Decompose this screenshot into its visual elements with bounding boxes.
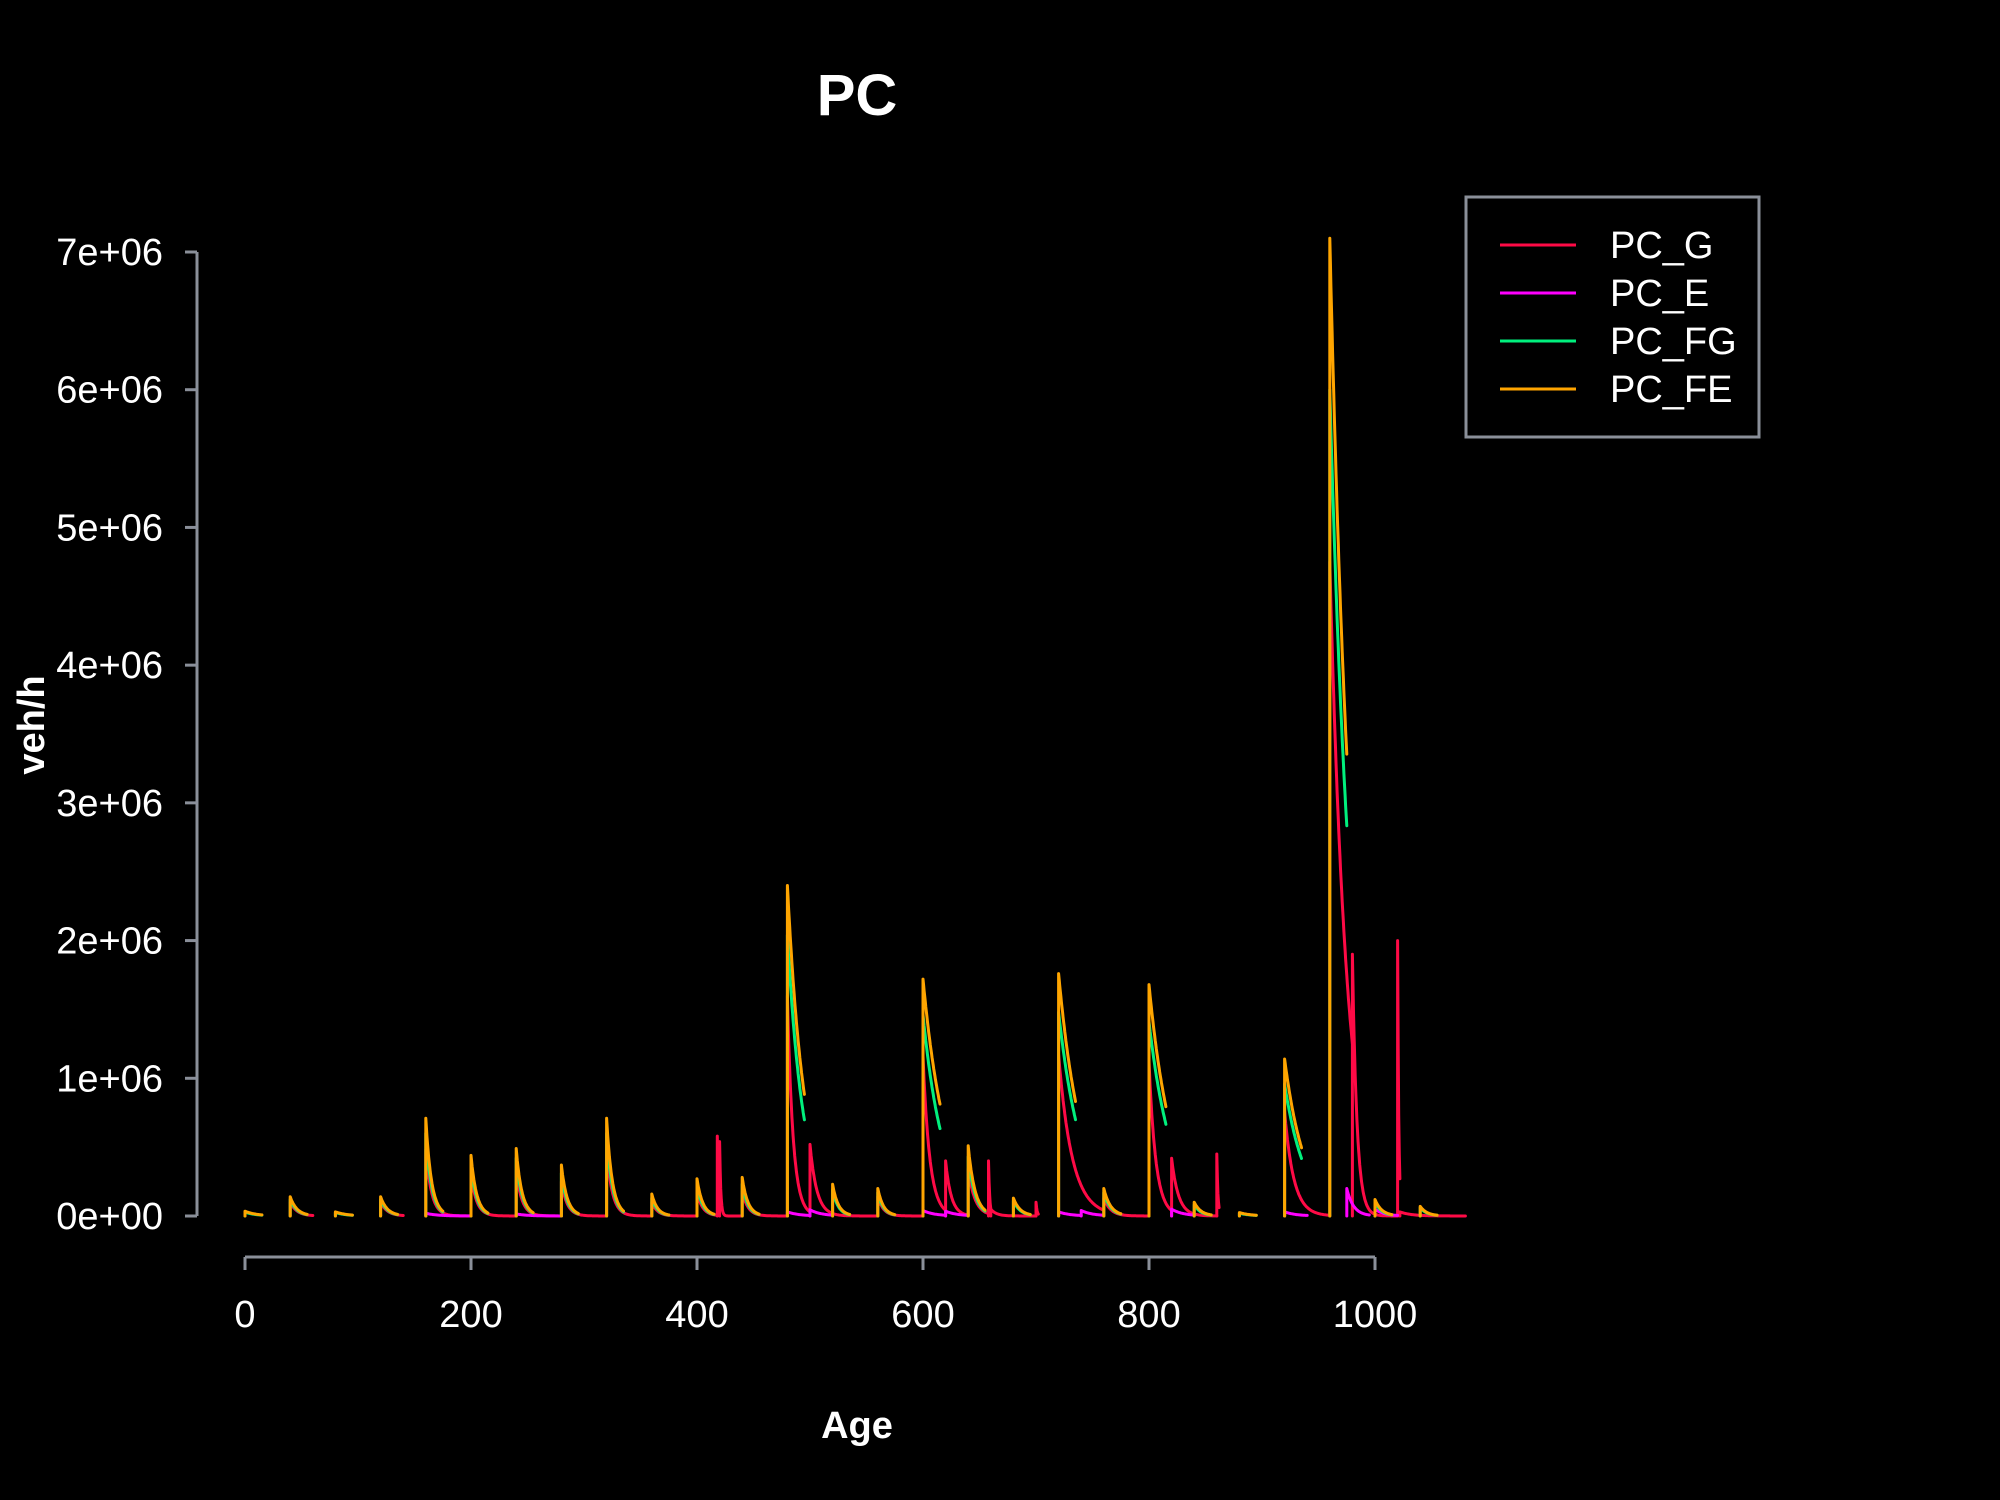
series-line-PC_G (1057, 1053, 1106, 1218)
series-line-PC_G (1215, 1152, 1221, 1218)
legend-label: PC_FG (1610, 321, 1737, 363)
series-line-PC_FG (785, 933, 806, 1218)
series-PC_E (424, 1187, 1400, 1218)
series-line-PC_G (1396, 939, 1402, 1218)
series-line-PC_FE (288, 1195, 309, 1218)
x-tick-label: 800 (1117, 1294, 1180, 1336)
series-line-PC_FE (1418, 1204, 1439, 1218)
series-line-PC_E (1345, 1187, 1371, 1218)
series-line-PC_E (1079, 1209, 1106, 1218)
x-tick-label: 400 (665, 1294, 728, 1336)
series-line-PC_FE (966, 1144, 987, 1218)
series-PC_FE (243, 236, 1439, 1218)
series-line-PC_FG (1057, 1010, 1077, 1218)
series-line-PC_E (1057, 1210, 1083, 1218)
chart-title: PC (817, 63, 898, 128)
series-line-PC_FE (1102, 1187, 1123, 1218)
series-line-PC_FG (1328, 388, 1349, 1218)
series-line-PC_FE (605, 1116, 625, 1218)
series-line-PC_FE (921, 977, 942, 1218)
series-line-PC_G (1283, 1109, 1332, 1218)
series-line-PC_FG (1147, 1020, 1168, 1218)
y-tick-label: 5e+06 (56, 507, 163, 549)
series-line-PC_FE (695, 1177, 716, 1218)
series-line-PC_FE (514, 1147, 535, 1218)
series-line-PC_E (808, 1208, 835, 1218)
series-line-PC_FE (559, 1163, 580, 1218)
series-line-PC_FE (650, 1192, 671, 1218)
series-line-PC_FE (1147, 983, 1168, 1218)
series-line-PC_FE (469, 1153, 490, 1218)
x-tick-label: 0 (234, 1294, 255, 1336)
series-line-PC_G (987, 1159, 993, 1218)
legend-label: PC_G (1610, 225, 1713, 267)
series-line-PC_E (785, 1210, 812, 1218)
x-tick-label: 1000 (1333, 1294, 1418, 1336)
series-line-PC_E (1283, 1210, 1309, 1218)
series-line-PC_G (1034, 1200, 1040, 1218)
series-line-PC_FE (333, 1210, 354, 1218)
series-line-PC_FG (1283, 1082, 1303, 1218)
y-tick-label: 2e+06 (56, 921, 163, 963)
series-line-PC_FE (785, 884, 806, 1218)
series-line-PC_E (921, 1209, 948, 1218)
y-axis-label: veh/h (11, 675, 53, 774)
series-line-PC_FE (740, 1175, 761, 1218)
y-tick-label: 3e+06 (56, 783, 163, 825)
series-line-PC_E (424, 1211, 473, 1218)
series-line-PC_FE (379, 1195, 400, 1218)
legend-label: PC_E (1610, 273, 1709, 315)
x-tick-label: 200 (439, 1294, 502, 1336)
series-line-PC_G (808, 1142, 880, 1218)
series-line-PC_FE (1237, 1211, 1258, 1218)
y-tick-label: 1e+06 (56, 1058, 163, 1100)
series-line-PC_FE (831, 1182, 852, 1218)
series-line-PC_FE (243, 1209, 264, 1218)
series-line-PC_FE (1373, 1198, 1394, 1218)
legend-label: PC_FE (1610, 369, 1732, 411)
series-line-PC_FE (1328, 236, 1349, 1218)
series-line-PC_FG (921, 1013, 942, 1218)
x-tick-label: 600 (891, 1294, 954, 1336)
series-line-PC_FE (1057, 972, 1077, 1218)
series-line-PC_G (785, 994, 812, 1218)
legend: PC_G PC_E PC_FG PC_FE (1464, 195, 1761, 439)
series-line-PC_FE (1011, 1196, 1032, 1218)
series-line-PC_E (514, 1212, 563, 1218)
y-tick-label: 6e+06 (56, 370, 163, 412)
series-line-PC_E (944, 1209, 970, 1218)
y-tick-label: 4e+06 (56, 645, 163, 687)
series-line-PC_FE (1192, 1200, 1213, 1218)
series-line-PC_G (1147, 1060, 1174, 1218)
legend-box (1464, 195, 1761, 439)
plot-area (243, 236, 1467, 1218)
series-line-PC_G (718, 1140, 744, 1218)
x-axis: 0 200 400 600 800 1000 (234, 1255, 1418, 1336)
series-line-PC_FE (424, 1116, 445, 1218)
series-line-PC_G (921, 1054, 948, 1218)
x-axis-label: Age (821, 1405, 893, 1447)
y-tick-label: 0e+00 (56, 1196, 163, 1238)
series-line-PC_FE (876, 1187, 897, 1218)
series-line-PC_G (1328, 560, 1354, 1218)
y-tick-label: 7e+06 (56, 232, 163, 274)
series-line-PC_E (1170, 1207, 1196, 1218)
y-axis: 0e+00 1e+06 2e+06 3e+06 4e+06 5e+06 6e+06 7e+06 (56, 232, 199, 1238)
series-line-PC_FE (1283, 1057, 1303, 1218)
